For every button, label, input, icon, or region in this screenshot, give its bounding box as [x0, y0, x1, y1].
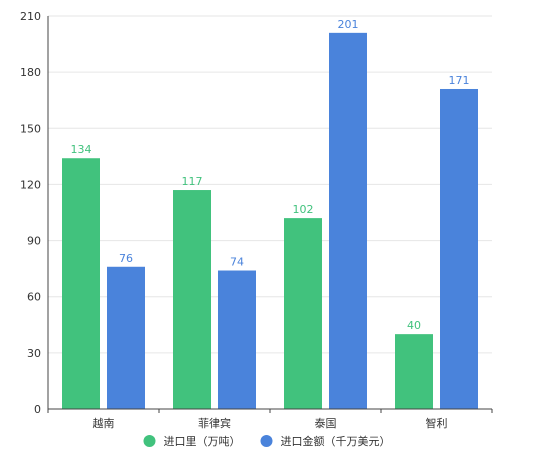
y-tick-label: 90 — [27, 235, 41, 248]
y-tick-label: 150 — [20, 122, 41, 135]
x-tick-label: 泰国 — [315, 416, 337, 430]
bar[interactable] — [329, 32, 367, 409]
data-label: 102 — [293, 203, 314, 216]
data-label: 134 — [71, 143, 92, 156]
bars: 134 76 117 74 102 201 40 171 — [62, 18, 478, 409]
bar[interactable] — [218, 270, 256, 409]
y-tick-label: 30 — [27, 347, 41, 360]
data-label: 117 — [182, 175, 203, 188]
x-axis: 越南 菲律宾 泰国 智利 — [47, 408, 493, 430]
x-tick-label: 菲律宾 — [198, 416, 231, 430]
data-label: 171 — [449, 74, 470, 87]
bar[interactable] — [284, 218, 322, 409]
y-tick-label: 120 — [20, 178, 41, 191]
legend-item[interactable]: 进口金额（千万美元） — [260, 434, 391, 448]
bar[interactable] — [395, 334, 433, 409]
y-tick-label: 0 — [34, 403, 41, 416]
y-tick-label: 60 — [27, 291, 41, 304]
legend: 进口里（万吨） 进口金额（千万美元） — [143, 434, 391, 448]
data-label: 74 — [230, 256, 244, 269]
data-label: 76 — [119, 252, 133, 265]
data-label: 201 — [338, 18, 359, 31]
bar[interactable] — [440, 88, 478, 409]
legend-marker — [143, 435, 156, 447]
x-tick-label: 智利 — [426, 416, 448, 430]
data-label: 40 — [407, 319, 421, 332]
bar[interactable] — [107, 266, 145, 409]
legend-label: 进口金额（千万美元） — [281, 434, 391, 448]
bar[interactable] — [173, 190, 211, 409]
legend-item[interactable]: 进口里（万吨） — [143, 435, 241, 448]
legend-label: 进口里（万吨） — [164, 435, 241, 448]
legend-marker — [260, 435, 273, 447]
x-tick-label: 越南 — [93, 416, 115, 430]
y-tick-label: 210 — [20, 10, 41, 23]
y-axis: 0 30 60 90 120 150 180 210 — [20, 10, 49, 416]
y-tick-label: 180 — [20, 66, 41, 79]
bar[interactable] — [62, 158, 100, 409]
